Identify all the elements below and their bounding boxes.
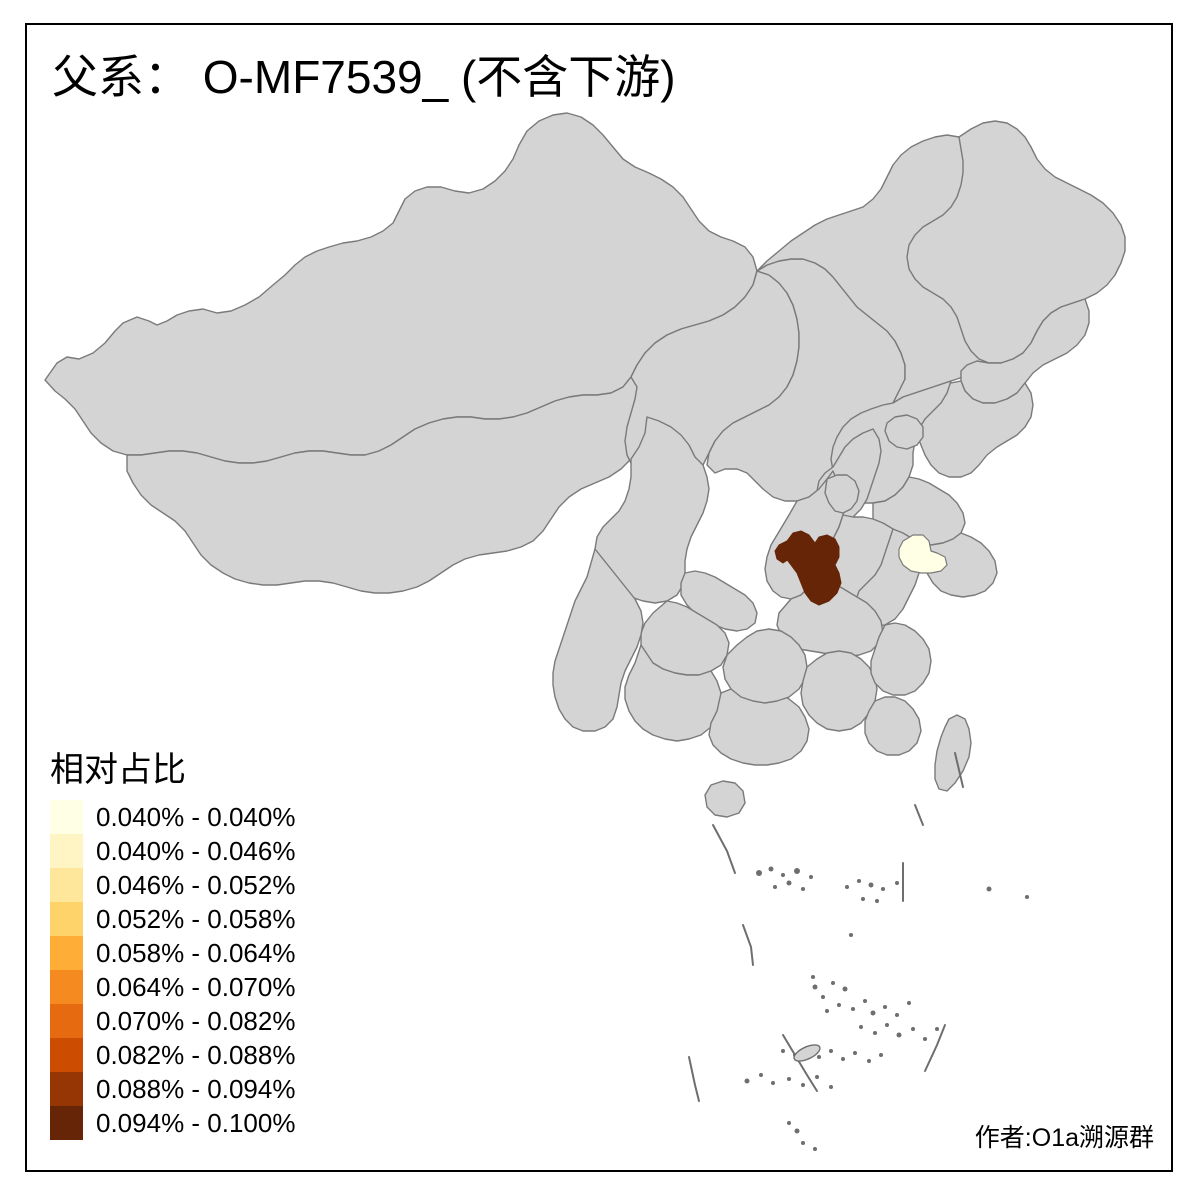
- legend-swatch: [50, 902, 83, 936]
- legend-item: 0.088% - 0.094%: [50, 1072, 380, 1106]
- province-hunan: [722, 628, 808, 704]
- legend-label: 0.082% - 0.088%: [96, 1040, 296, 1070]
- map-provinces: [44, 112, 1126, 818]
- highlighted-region-central-dark: [782, 530, 842, 606]
- legend-swatch: [50, 1072, 83, 1106]
- legend-label: 0.046% - 0.052%: [96, 870, 296, 900]
- legend: 相对占比 0.040% - 0.040% 0.040% - 0.046% 0.0…: [50, 748, 380, 1140]
- province-hainan: [704, 780, 746, 818]
- legend-label: 0.070% - 0.082%: [96, 1006, 296, 1036]
- legend-label: 0.040% - 0.046%: [96, 836, 296, 866]
- legend-item: 0.052% - 0.058%: [50, 902, 380, 936]
- legend-item: 0.070% - 0.082%: [50, 1004, 380, 1038]
- south-china-sea-features: [688, 752, 1029, 1151]
- province-fujian: [864, 696, 922, 756]
- nine-dash-segment-9: [914, 804, 924, 826]
- legend-swatch: [50, 868, 83, 902]
- nine-dash-segment-1: [712, 824, 736, 874]
- legend-swatch: [50, 1038, 83, 1072]
- legend-label: 0.064% - 0.070%: [96, 972, 296, 1002]
- highlighted-region-eastern-pale: [898, 534, 948, 574]
- nine-dash-segment-4: [782, 1034, 818, 1092]
- legend-swatch: [50, 800, 83, 834]
- nine-dash-segment-5: [924, 1024, 946, 1072]
- legend-swatch: [50, 834, 83, 868]
- province-jiangsu: [918, 532, 998, 598]
- province-taiwan: [934, 714, 972, 792]
- legend-item: 0.058% - 0.064%: [50, 936, 380, 970]
- legend-item: 0.040% - 0.046%: [50, 834, 380, 868]
- legend-swatch: [50, 1106, 83, 1140]
- nine-dash-segment-2: [742, 924, 754, 966]
- legend-swatch: [50, 1004, 83, 1038]
- legend-item: 0.040% - 0.040%: [50, 800, 380, 834]
- legend-item: 0.046% - 0.052%: [50, 868, 380, 902]
- legend-label: 0.052% - 0.058%: [96, 904, 296, 934]
- province-beijing: [884, 414, 924, 450]
- legend-title: 相对占比: [50, 751, 186, 789]
- legend-item: 0.082% - 0.088%: [50, 1038, 380, 1072]
- province-ningxia: [824, 474, 860, 514]
- map-svg: [44, 112, 1126, 1151]
- legend-swatch: [50, 970, 83, 1004]
- sea-islet-large: [793, 1044, 821, 1062]
- province-yunnan: [552, 548, 644, 732]
- legend-item: 0.094% - 0.100%: [50, 1106, 380, 1140]
- legend-label: 0.040% - 0.040%: [96, 802, 296, 832]
- sea-islets: [744, 866, 1029, 1151]
- china-choropleth-map: [27, 25, 1171, 1170]
- author-credit: 作者:O1a溯源群: [974, 1124, 1154, 1152]
- legend-swatch: [50, 936, 83, 970]
- legend-label: 0.088% - 0.094%: [96, 1074, 296, 1104]
- legend-label: 0.094% - 0.100%: [96, 1108, 296, 1138]
- province-guangxi: [624, 644, 722, 742]
- page-title: 父系： O-MF7539_ (不含下游): [52, 51, 676, 103]
- nine-dash-segment-3: [688, 1056, 700, 1102]
- nine-dash-segment-7: [954, 752, 964, 788]
- legend-label: 0.058% - 0.064%: [96, 938, 296, 968]
- legend-item: 0.064% - 0.070%: [50, 970, 380, 1004]
- highlighted-region-central-dark-notch: [774, 540, 792, 564]
- province-zhejiang: [870, 622, 932, 696]
